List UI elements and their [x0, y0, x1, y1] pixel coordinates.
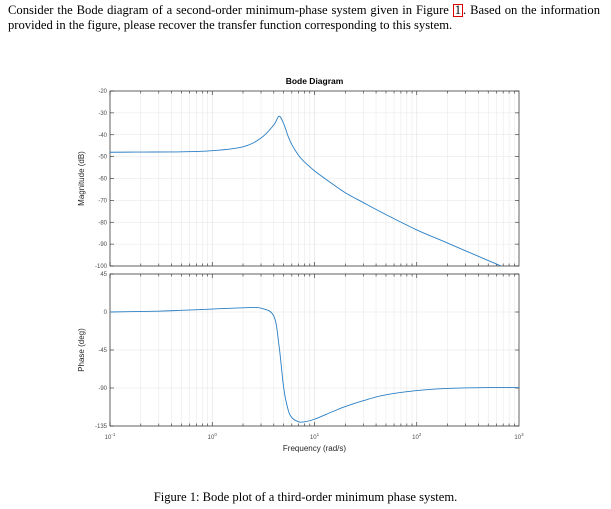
y-tick-label: -80: [98, 220, 107, 226]
y-tick-label: 0: [104, 310, 108, 316]
chart-title: Bode Diagram: [286, 76, 344, 86]
y-tick-label: -90: [98, 386, 107, 392]
x-tick-label: 101: [310, 432, 320, 441]
y-axis-label: Phase (deg): [77, 328, 86, 372]
problem-text-after: . Based on the information provided in t…: [8, 3, 600, 32]
y-tick-label: -70: [98, 198, 107, 204]
y-tick-label: -50: [98, 155, 107, 161]
y-tick-label: 45: [100, 272, 107, 278]
y-tick-label: -30: [98, 111, 107, 117]
phase-curve: [110, 306, 519, 423]
y-tick-label: -60: [98, 177, 107, 183]
axes-box: [109, 90, 520, 267]
y-axis-label: Magnitude (dB): [77, 151, 86, 206]
x-axis-label: Frequency (rad/s): [283, 444, 346, 453]
x-tick-label: 10-1: [105, 432, 116, 441]
problem-text-before: Consider the Bode diagram of a second-or…: [8, 3, 453, 17]
magnitude-curve: [110, 115, 503, 266]
y-tick-label: -45: [98, 348, 107, 354]
x-tick-label: 102: [412, 432, 422, 441]
y-tick-label: -20: [98, 89, 107, 95]
figure-caption: Figure 1: Bode plot of a third-order min…: [153, 490, 458, 504]
problem-statement: Consider the Bode diagram of a second-or…: [8, 3, 600, 33]
magnitude-panel: -20 -30 -40 -50 -60 -70 -80 -90 -100 Magnitude (d…: [77, 76, 520, 270]
figure-reference-link[interactable]: 1: [452, 3, 464, 17]
y-tick-label: -135: [95, 424, 108, 430]
x-tick-label: 103: [514, 432, 524, 441]
y-tick-label: -90: [98, 242, 107, 248]
axes-box: [109, 273, 520, 427]
phase-panel: 45 0 -45 -90 -135 Phase (deg) 10-1 100 101 102 103…: [77, 272, 524, 453]
y-tick-label: -40: [98, 133, 107, 139]
x-tick-label: 100: [208, 432, 218, 441]
y-tick-label: -100: [95, 264, 108, 270]
